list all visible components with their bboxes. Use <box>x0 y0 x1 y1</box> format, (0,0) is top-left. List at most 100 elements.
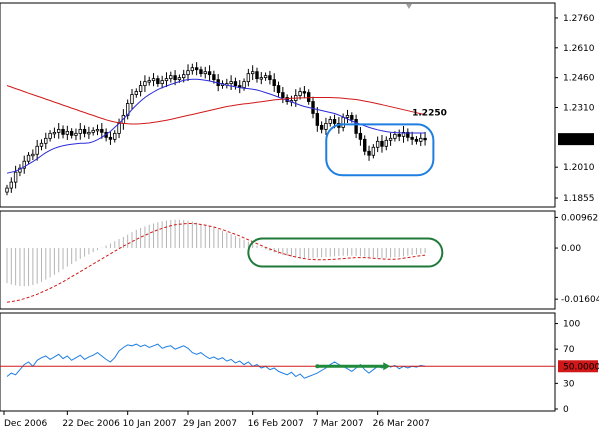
candle-body <box>363 138 367 152</box>
candle-body <box>272 79 276 86</box>
candle-body <box>100 128 104 133</box>
candle-body <box>242 81 246 88</box>
candle-body <box>186 70 190 76</box>
rsi-tick-label: 0 <box>563 405 569 415</box>
price-highlight-oval <box>325 123 435 177</box>
candle-body <box>177 77 182 81</box>
candle-body <box>190 67 195 72</box>
candle-body <box>39 142 44 147</box>
rsi-plot <box>0 343 555 379</box>
rsi-arrow-head <box>383 362 391 371</box>
candle-body <box>65 130 70 135</box>
date-tick-label: 16 Feb 2007 <box>248 419 304 429</box>
candle-body <box>57 128 61 133</box>
candle-body <box>328 119 332 124</box>
candle-body <box>410 136 414 140</box>
candle-body <box>199 69 203 75</box>
date-tick-label: 7 Mar 2007 <box>312 419 363 429</box>
candle-body <box>69 130 74 136</box>
price-tick-label: 1.2460 <box>563 74 595 84</box>
rsi-tick-label: 100 <box>563 320 580 330</box>
candle-body <box>414 138 419 142</box>
candle-body <box>268 75 272 81</box>
candle-body <box>246 73 251 83</box>
candle-body <box>147 80 151 83</box>
candle-body <box>134 91 138 95</box>
candle-body <box>74 132 78 136</box>
price-annotation: 1.2250 <box>412 108 447 118</box>
candle-body <box>354 119 358 134</box>
candle-body <box>281 92 285 98</box>
slow-moving-average-line <box>6 85 426 125</box>
candle-body <box>371 146 376 156</box>
candle-body <box>233 81 238 87</box>
current-price-label: 1.2151 <box>563 135 595 145</box>
candle-body <box>44 137 48 144</box>
candle-body <box>160 80 164 85</box>
price-tick-label: 1.1855 <box>563 194 595 204</box>
candle-body <box>164 78 169 82</box>
rsi-tick-label: 70 <box>563 345 575 355</box>
candle-body <box>130 94 134 104</box>
candle-body <box>341 117 345 128</box>
candle-body <box>250 71 255 75</box>
chart-shift-icon[interactable] <box>406 4 412 9</box>
fast-moving-average-line <box>6 78 426 174</box>
candle-body <box>138 85 143 92</box>
candle-body <box>95 128 100 132</box>
candle-body <box>156 78 160 85</box>
price-plot: 1.2250 <box>5 62 447 196</box>
candle-body <box>306 92 311 102</box>
candle-body <box>423 137 427 141</box>
candle-body <box>350 115 354 120</box>
date-tick-label: 26 Mar 2007 <box>373 419 430 429</box>
candle-body <box>358 132 363 140</box>
candle-body <box>401 131 406 137</box>
rsi-level-badge <box>558 360 598 373</box>
candle-body <box>319 125 324 130</box>
candle-body <box>302 91 307 94</box>
candle-body <box>26 154 31 162</box>
candle-body <box>397 133 401 137</box>
current-price-badge <box>558 133 594 146</box>
candle-body <box>380 140 384 147</box>
candle-body <box>367 150 371 156</box>
candle-body <box>212 74 216 81</box>
macd-highlight-oval <box>247 237 444 268</box>
candle-body <box>82 128 87 134</box>
date-tick-label: 29 Jan 2007 <box>183 419 237 429</box>
candle-body <box>229 81 233 85</box>
candle-body <box>113 132 117 140</box>
macd-tick-label: 0.00962 <box>561 213 598 223</box>
candle-body <box>91 129 95 133</box>
price-tick-label: 1.2310 <box>563 103 595 113</box>
rsi-arrow-tail <box>315 364 320 369</box>
candle-body <box>9 181 14 189</box>
candle-body <box>78 128 82 134</box>
candle-body <box>87 131 91 135</box>
candle-body <box>203 71 207 75</box>
rsi-tick-label: 30 <box>563 379 575 389</box>
candle-body <box>315 113 320 126</box>
candle-body <box>324 123 328 130</box>
candle-body <box>22 160 26 169</box>
candle-body <box>419 137 423 142</box>
candle-body <box>125 103 130 116</box>
rsi-line <box>6 343 426 379</box>
candle-body <box>48 132 52 139</box>
candle-body <box>255 71 259 80</box>
candle-body <box>5 187 9 193</box>
macd-panel <box>0 210 556 310</box>
price-tick-label: 1.2610 <box>563 44 595 54</box>
candle-body <box>173 75 177 81</box>
macd-tick-label: 0.00 <box>561 244 581 254</box>
candle-body <box>375 140 380 148</box>
candle-body <box>182 74 186 79</box>
candle-body <box>143 81 147 87</box>
candle-body <box>108 136 113 140</box>
candle-body <box>298 91 302 96</box>
price-tick-label: 1.2760 <box>563 14 595 24</box>
candle-body <box>259 77 263 80</box>
macd-tick-label: -0.01604 <box>561 295 599 305</box>
date-tick-label: Dec 2006 <box>4 419 47 429</box>
